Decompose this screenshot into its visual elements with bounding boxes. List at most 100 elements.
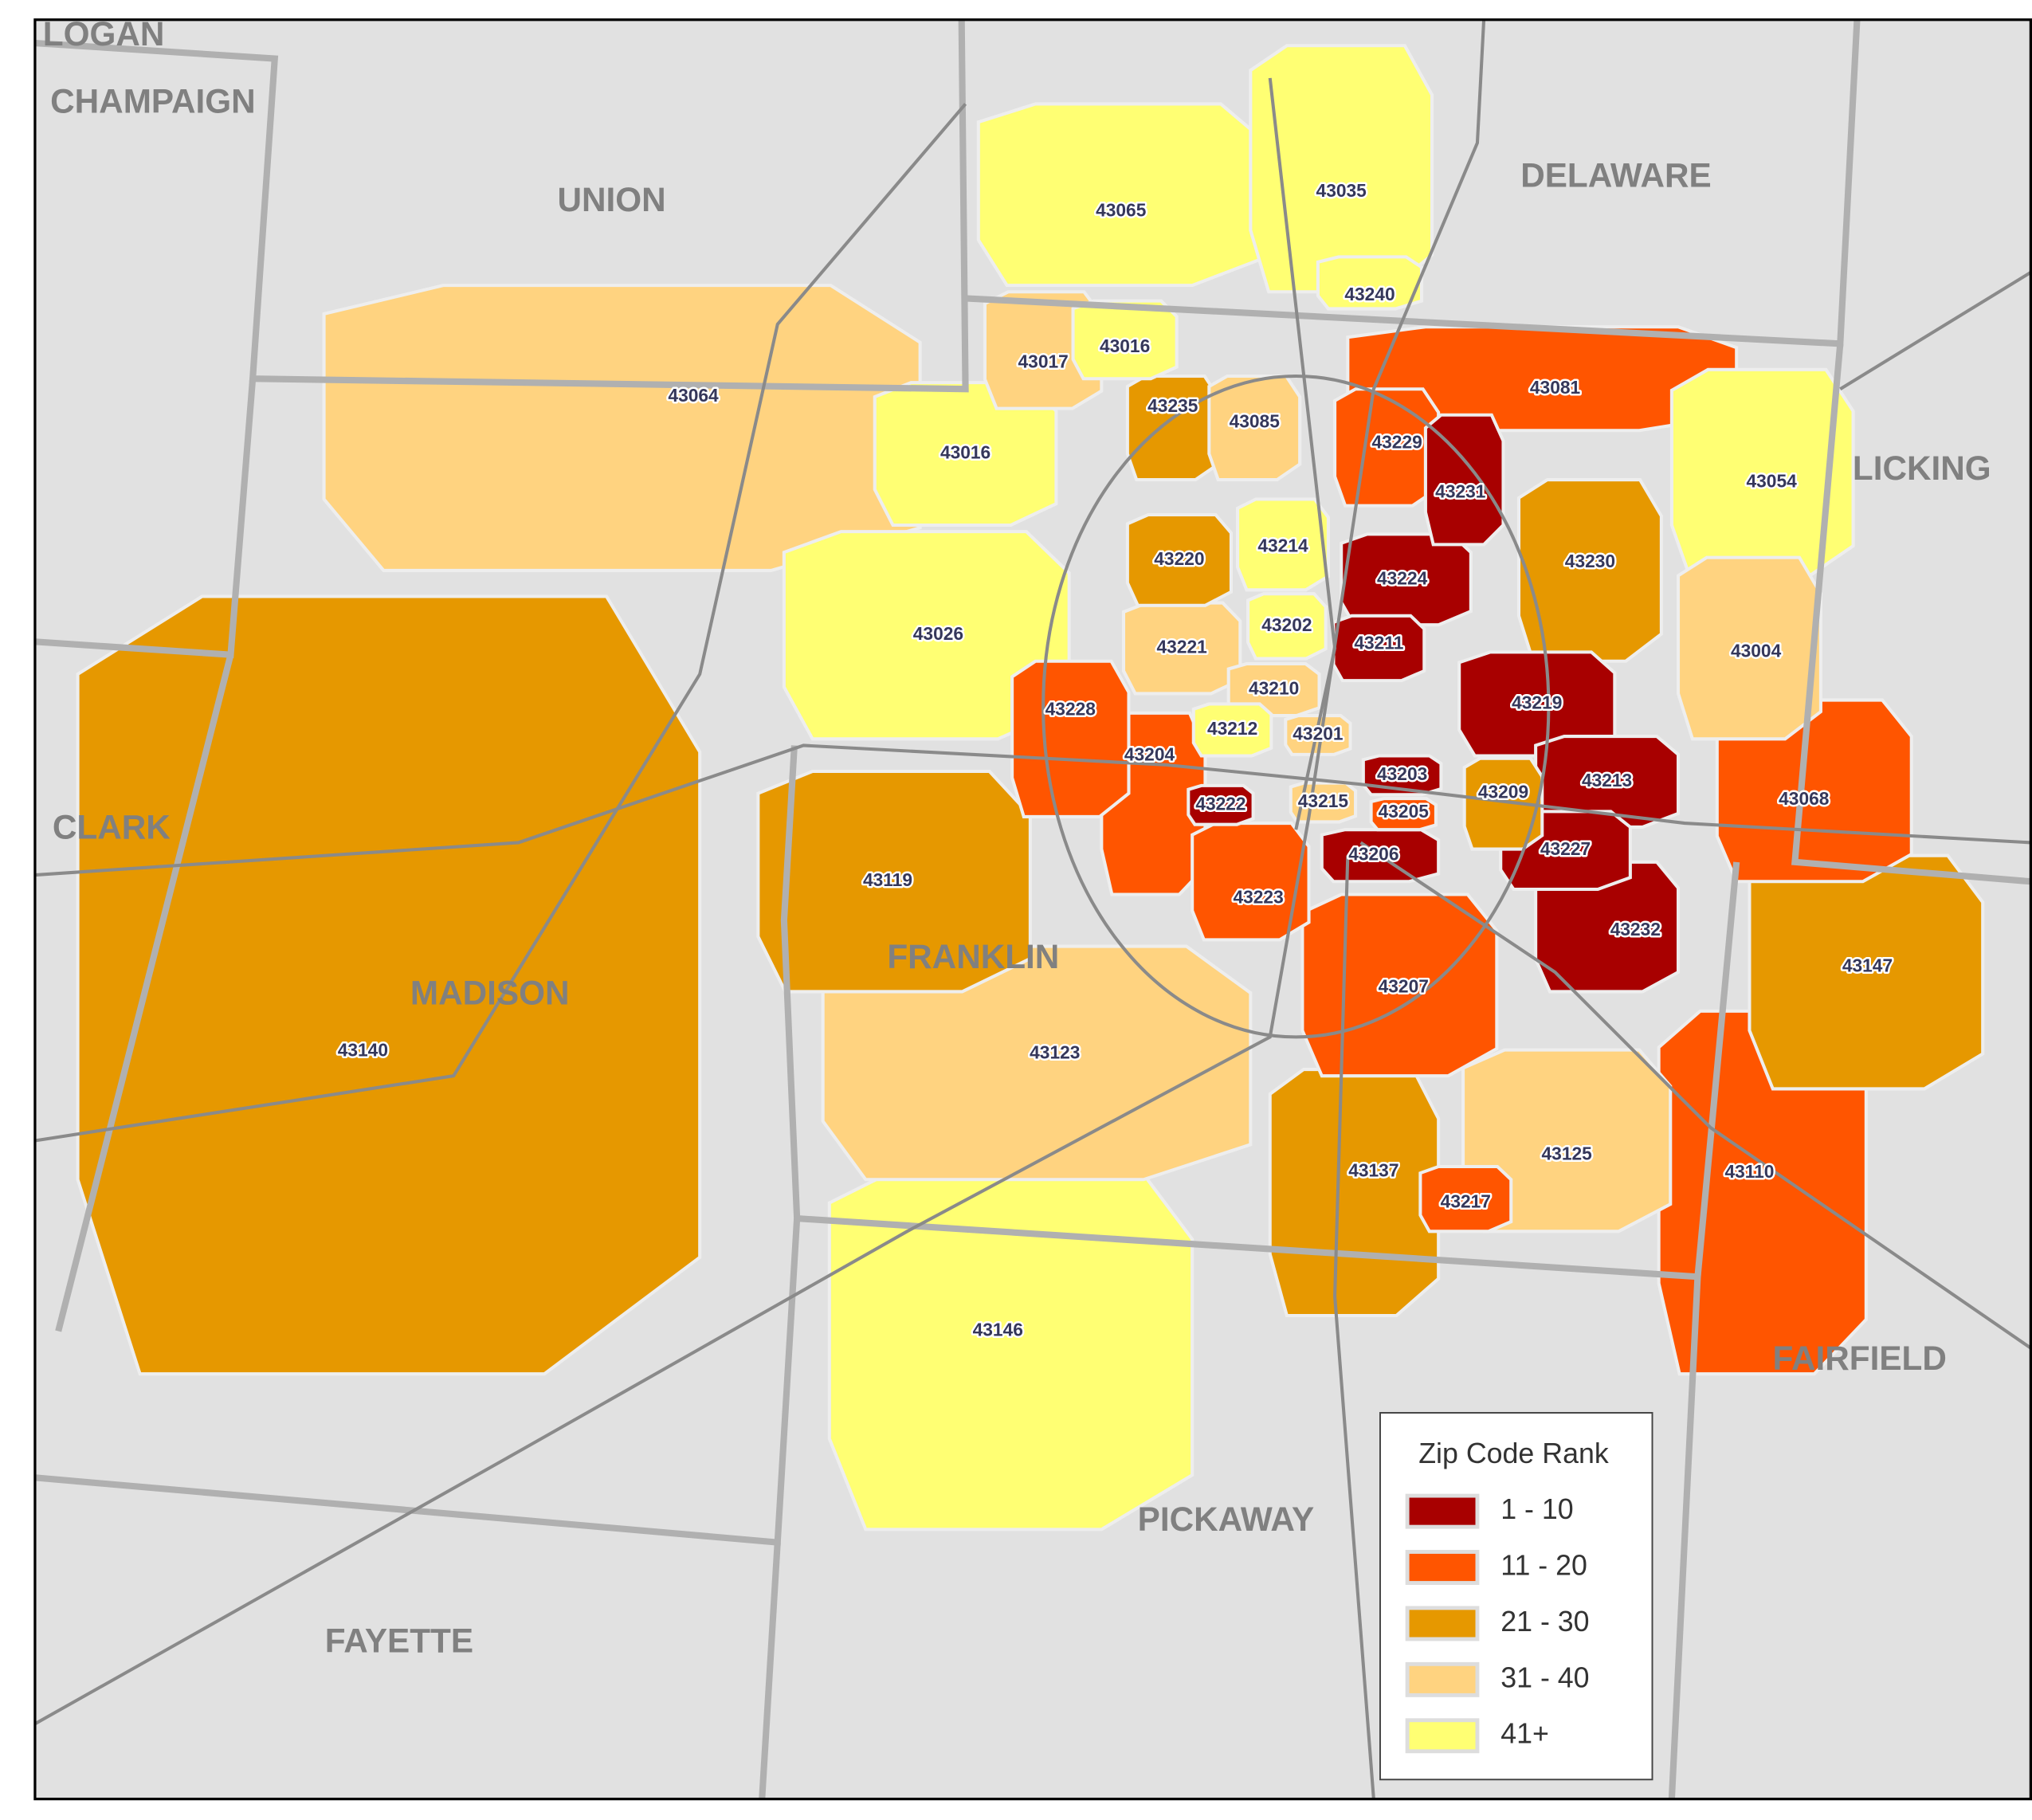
zip-label: 43211: [1354, 633, 1403, 653]
zip-label: 43123: [1030, 1042, 1080, 1063]
county-label: DELAWARE: [1520, 156, 1712, 194]
zip-label: 43240: [1344, 284, 1395, 304]
zip-area: [1187, 783, 1255, 826]
zip-area: [1236, 497, 1330, 592]
zip-area: [976, 102, 1265, 288]
zip-label: 43210: [1249, 678, 1299, 699]
legend-swatch: [1405, 1493, 1480, 1529]
county-label: LOGAN: [43, 15, 165, 53]
zip-label: 43085: [1230, 411, 1281, 432]
zip-area: [1423, 413, 1505, 547]
zip-area: [1125, 512, 1233, 607]
legend-swatch: [1405, 1606, 1480, 1642]
zip-area: [1207, 374, 1302, 482]
zip-label: 43220: [1154, 548, 1204, 569]
zip-area: [1289, 781, 1358, 824]
zip-label: 43065: [1096, 199, 1147, 220]
zip-label: 43209: [1478, 782, 1528, 802]
zip-area: [1361, 754, 1443, 797]
zip-area: [1191, 702, 1273, 758]
zip-area: [1268, 1067, 1441, 1318]
zip-label: 43119: [863, 869, 912, 890]
zip-label: 43203: [1377, 763, 1427, 784]
zip-area: [1284, 714, 1352, 756]
county-label: FAYETTE: [325, 1622, 473, 1660]
legend-title: Zip Code Rank: [1418, 1438, 1609, 1469]
county-label: FRANKLIN: [887, 938, 1059, 975]
zip-label: 43231: [1435, 480, 1486, 501]
zip-area: [1246, 592, 1328, 661]
zip-label: 43205: [1379, 801, 1430, 822]
legend-items: 1 - 10 11 - 20 21 - 30 31 - 40 41+: [1405, 1493, 1590, 1754]
legend-label: 21 - 30: [1500, 1606, 1589, 1638]
zip-area: [1071, 299, 1179, 381]
zip-label: 43217: [1441, 1191, 1491, 1212]
legend-label: 1 - 10: [1500, 1493, 1573, 1525]
zip-area: [1418, 1164, 1513, 1234]
county-labels: LOGAN CHAMPAIGN UNION DELAWARE LICKING CLARK M…: [43, 15, 1991, 1660]
legend-swatch: [1405, 1661, 1480, 1697]
zip-area: [1462, 756, 1544, 851]
zip-area: [1657, 1009, 1868, 1376]
roads: [33, 19, 2032, 1799]
legend: Zip Code Rank 1 - 10 11 - 20 21 - 30 31 - 4…: [1379, 1412, 1653, 1781]
county-label: CHAMPAIGN: [50, 83, 256, 120]
legend-swatch: [1405, 1718, 1480, 1754]
zip-label: 43215: [1298, 790, 1349, 811]
zip-labels: 43065 43035 43240 43081 43017 43016 43064 43235…: [335, 178, 1894, 1342]
zip-label: 43202: [1261, 614, 1312, 635]
zip-area: [1249, 44, 1434, 294]
zip-area: [1316, 255, 1424, 311]
zip-label: 43221: [1157, 637, 1208, 657]
zip-label: 43081: [1530, 377, 1581, 398]
legend-label: 41+: [1500, 1718, 1549, 1750]
zip-label: 43235: [1147, 395, 1198, 416]
zip-area: [1340, 532, 1473, 627]
zip-label: 43068: [1779, 788, 1829, 809]
zip-label: 43016: [1100, 335, 1150, 356]
zip-label: 43223: [1233, 886, 1283, 907]
zip-label: 43004: [1731, 640, 1782, 661]
county-label: LICKING: [1853, 449, 1991, 487]
zip-area: [1369, 797, 1438, 832]
zip-label: 43228: [1045, 699, 1096, 720]
legend-label: 31 - 40: [1500, 1661, 1589, 1693]
zip-label: 43064: [668, 385, 719, 406]
zip-label: 43016: [940, 442, 991, 463]
zip-area: [1669, 367, 1855, 579]
zip-area: [322, 284, 922, 572]
zip-label: 43222: [1195, 793, 1245, 814]
zip-label: 43229: [1371, 432, 1422, 453]
zip-area: [1010, 659, 1131, 818]
zip-label: 43147: [1842, 955, 1893, 976]
zip-label: 43224: [1377, 567, 1428, 588]
zip-label: 43035: [1316, 180, 1367, 201]
zip-area: [1516, 478, 1663, 663]
zip-area: [756, 769, 1032, 994]
legend-label: 11 - 20: [1500, 1549, 1587, 1581]
zip-label: 43140: [338, 1039, 388, 1060]
zip-label: 43026: [913, 623, 963, 644]
zip-label: 43146: [973, 1320, 1023, 1340]
zip-area: [873, 381, 1058, 528]
zip-label: 43137: [1348, 1160, 1398, 1181]
zip-label: 43214: [1257, 535, 1308, 556]
zip-areas: [76, 44, 1985, 1532]
zip-label: 43207: [1379, 976, 1429, 997]
legend-swatch: [1405, 1550, 1480, 1585]
zip-area: [1125, 374, 1220, 482]
zip-area: [76, 594, 702, 1376]
zip-label: 43201: [1293, 723, 1344, 743]
county-label: CLARK: [53, 808, 171, 845]
county-label: FAIRFIELD: [1773, 1340, 1947, 1377]
zip-label: 43212: [1207, 718, 1257, 739]
zip-label: 43204: [1124, 743, 1175, 764]
zip-label: 43232: [1610, 919, 1661, 939]
county-label: PICKAWAY: [1138, 1500, 1315, 1538]
zip-label: 43227: [1540, 838, 1591, 859]
zip-label: 43206: [1348, 844, 1398, 865]
zip-label: 43054: [1746, 470, 1797, 491]
county-boundaries: [34, 19, 2031, 1799]
